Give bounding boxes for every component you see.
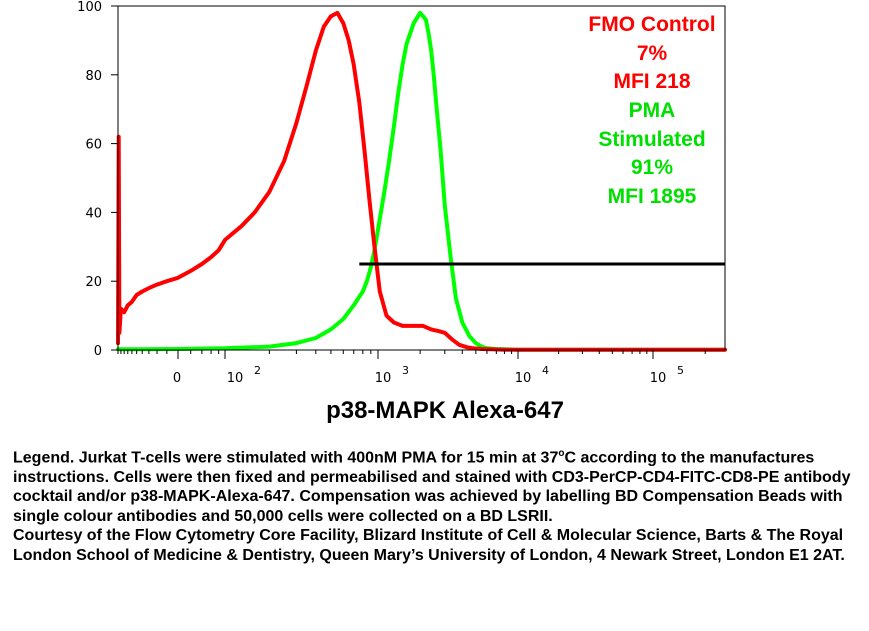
- y-tick-label: 80: [85, 69, 102, 84]
- plot-frame: [117, 5, 726, 351]
- y-tick-label: 40: [85, 206, 102, 221]
- x-tick-label: 0: [173, 371, 181, 386]
- annotation-line: FMO Control: [588, 13, 715, 36]
- plot-area: [116, 10, 727, 352]
- legend-text: Legend. Jurkat T-cells were stimulated w…: [13, 444, 863, 526]
- annotation-line: MFI 1895: [608, 185, 697, 208]
- y-tick-label: 60: [85, 138, 102, 153]
- legend-text-part2: C according to the manufactures instruct…: [13, 449, 851, 525]
- x-tick-label: 10: [375, 371, 392, 386]
- y-axis: 0 20 40 60 80 100: [77, 0, 118, 359]
- x-tick-label: 10: [515, 371, 532, 386]
- y-tick-label: 20: [85, 275, 102, 290]
- series-line-0: [116, 10, 727, 352]
- x-axis-label: p38-MAPK Alexa-647: [326, 397, 564, 424]
- annotation-line: PMA: [629, 99, 676, 122]
- annotation-line: 7%: [637, 42, 668, 65]
- courtesy-text: Courtesy of the Flow Cytometry Core Faci…: [13, 527, 845, 564]
- annotation-line: 91%: [631, 156, 673, 179]
- stats-annotations: FMO Control 7% MFI 218 PMA Stimulated 91% MFI …: [588, 13, 715, 208]
- series-line-1: [116, 10, 727, 352]
- annotation-line: Stimulated: [598, 128, 705, 151]
- x-axis: 0 10 2 10 3 10 4 10 5: [117, 350, 706, 386]
- annotation-line: MFI 218: [613, 70, 690, 93]
- figure-caption: Legend. Jurkat T-cells were stimulated w…: [13, 444, 863, 565]
- x-tick-exponent: 5: [677, 364, 684, 377]
- y-tick-label: 0: [94, 344, 102, 359]
- x-tick-exponent: 3: [402, 364, 409, 377]
- legend-text-part1: Legend. Jurkat T-cells were stimulated w…: [13, 449, 559, 467]
- y-tick-label: 100: [77, 0, 102, 15]
- histogram-chart: 0 20 40 60 80 100 0 10 2 10 3 10 4 10 5 FMO Control 7%…: [77, 0, 727, 424]
- x-tick-exponent: 4: [542, 364, 549, 377]
- x-tick-label: 10: [650, 371, 667, 386]
- x-tick-exponent: 2: [254, 364, 261, 377]
- degree-superscript: o: [558, 448, 565, 459]
- x-tick-label: 10: [227, 371, 244, 386]
